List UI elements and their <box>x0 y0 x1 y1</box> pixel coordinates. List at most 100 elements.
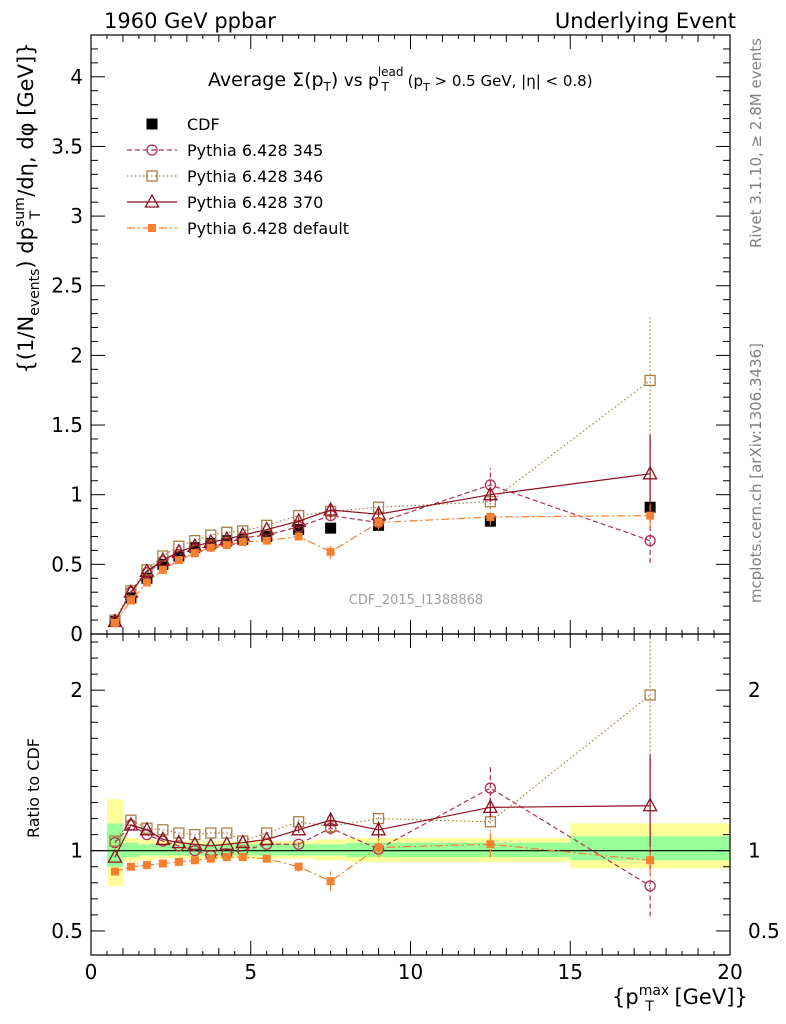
ratio-point-p370 <box>219 835 235 850</box>
ratio-point-p370 <box>123 816 139 831</box>
ratio-panel: 0.5 0.51 12 20 5 10 15 20 Ratio to CDF {pmax T [… <box>24 633 780 1015</box>
header-left: 1960 GeV ppbar <box>104 9 276 33</box>
ratio-point-pdef <box>174 857 183 866</box>
x-tick-label: 20 <box>717 960 742 984</box>
y-tick-label: 0.5 <box>51 552 83 576</box>
legend-label-data: CDF <box>187 115 220 134</box>
ratio-point-pdef <box>222 853 231 862</box>
ratio-point-pdef <box>158 859 167 868</box>
ratio-point-p346 <box>644 689 656 701</box>
main-point-pdef <box>374 518 383 527</box>
ratio-y-tick-label: 2 <box>70 678 83 702</box>
ratio-point-p346 <box>173 827 185 839</box>
main-point-p370 <box>155 551 171 566</box>
side-label-top: Rivet 3.1.10, ≥ 2.8M events <box>747 38 765 248</box>
ratio-point-p370 <box>291 821 307 836</box>
uncertainty-band-inner <box>170 844 187 856</box>
y-tick-label: 3.5 <box>51 134 83 158</box>
main-point-p370 <box>139 562 155 577</box>
y-tick-label: 1 <box>70 483 83 507</box>
ratio-point-p345 <box>484 782 497 794</box>
ratio-point-pdef <box>646 856 655 865</box>
ratio-point-p346 <box>109 835 121 847</box>
main-point-data <box>157 558 169 570</box>
ratio-point-p346 <box>157 824 169 836</box>
ratio-point-p370 <box>259 831 275 846</box>
y-tick-label: 3 <box>70 204 83 228</box>
ratio-point-pdef <box>190 856 199 865</box>
main-point-p346 <box>205 529 217 541</box>
ratio-point-pdef <box>110 867 119 876</box>
legend-label-pdef: Pythia 6.428 default <box>187 219 349 238</box>
x-axis-label-text: {pmax T [GeV]} <box>612 983 748 1015</box>
main-point-pdef <box>190 549 199 558</box>
main-point-pdef <box>174 556 183 565</box>
main-point-p370 <box>323 501 339 516</box>
legend-label-p346: Pythia 6.428 346 <box>187 167 323 186</box>
series-pdef <box>110 831 655 891</box>
main-point-p370 <box>291 512 307 527</box>
legend-label-p345: Pythia 6.428 345 <box>187 141 323 160</box>
series-p346 <box>109 317 656 626</box>
ratio-point-p370 <box>107 848 123 863</box>
main-point-p345 <box>644 535 656 547</box>
ratio-panel-frame <box>90 633 731 956</box>
ratio-point-p370 <box>171 834 187 849</box>
ratio-panel-data <box>91 634 730 917</box>
ratio-panel-axes: 0.5 0.51 12 20 5 10 15 20 <box>51 634 780 984</box>
ratio-y-axis-label: Ratio to CDF <box>24 738 43 838</box>
ratio-y-tick-label-right: 1 <box>748 839 761 863</box>
main-point-pdef <box>326 547 335 556</box>
main-point-pdef <box>486 512 495 521</box>
main-point-p370 <box>642 465 658 480</box>
legend: CDF Pythia 6.428 345 Pythia 6.428 346 Pythi… <box>127 115 349 238</box>
legend-marker-p346 <box>146 170 158 182</box>
y-tick-label: 2.5 <box>51 274 83 298</box>
ratio-point-p370 <box>370 821 387 836</box>
series-line-p346 <box>114 379 651 621</box>
ratio-point-pdef <box>486 840 495 849</box>
ratio-point-pdef <box>238 853 247 862</box>
main-point-pdef <box>646 511 655 520</box>
main-point-data <box>221 535 233 547</box>
ratio-point-pdef <box>294 862 303 871</box>
main-point-p370 <box>259 521 275 536</box>
uncertainty-band-inner <box>314 844 347 856</box>
main-point-pdef <box>206 543 215 552</box>
legend-marker-data <box>146 118 158 130</box>
series-p370 <box>107 754 658 863</box>
series-p346 <box>109 634 656 847</box>
ratio-point-p370 <box>187 835 203 850</box>
legend-entry-p346: Pythia 6.428 346 <box>127 167 323 186</box>
main-point-pdef <box>158 565 167 574</box>
plot-title-text: Average Σ(pT) vs plead T (pT > 0.5 GeV, |… <box>208 65 593 94</box>
main-y-axis-label-text: {(1/Nevents) dpsumT/dη, dφ [GeV]} <box>12 42 44 373</box>
ratio-point-p370 <box>323 811 339 826</box>
main-point-data <box>173 550 185 562</box>
main-point-pdef <box>222 540 231 549</box>
x-tick-label: 5 <box>244 960 257 984</box>
ratio-point-p346 <box>189 828 201 841</box>
ratio-point-p370 <box>482 798 498 813</box>
legend-entry-p370: Pythia 6.428 370 <box>127 193 323 212</box>
series-line-p345 <box>114 787 651 887</box>
header-right: Underlying Event <box>555 9 736 33</box>
series-line-p346 <box>114 694 651 842</box>
main-panel: 0 0.5 1 1.5 2 2.5 3 3.5 4 CDF_2015_I1388868 Aver… <box>12 34 731 646</box>
main-point-pdef <box>238 538 247 547</box>
main-panel-data <box>107 317 658 628</box>
ratio-point-pdef <box>126 862 135 871</box>
series-pdef <box>110 504 655 627</box>
ratio-point-p345 <box>644 880 656 892</box>
main-point-pdef <box>142 578 151 587</box>
ratio-point-p370 <box>203 837 219 852</box>
uncertainty-band-inner <box>122 842 139 858</box>
main-point-data <box>261 530 273 542</box>
y-tick-label: 1.5 <box>51 413 83 437</box>
legend-marker-p370 <box>144 193 160 208</box>
ratio-point-p370 <box>642 797 658 812</box>
main-point-p346 <box>221 526 233 538</box>
main-point-data <box>325 522 337 534</box>
x-axis-label: {pmax T [GeV]} <box>612 983 748 1015</box>
